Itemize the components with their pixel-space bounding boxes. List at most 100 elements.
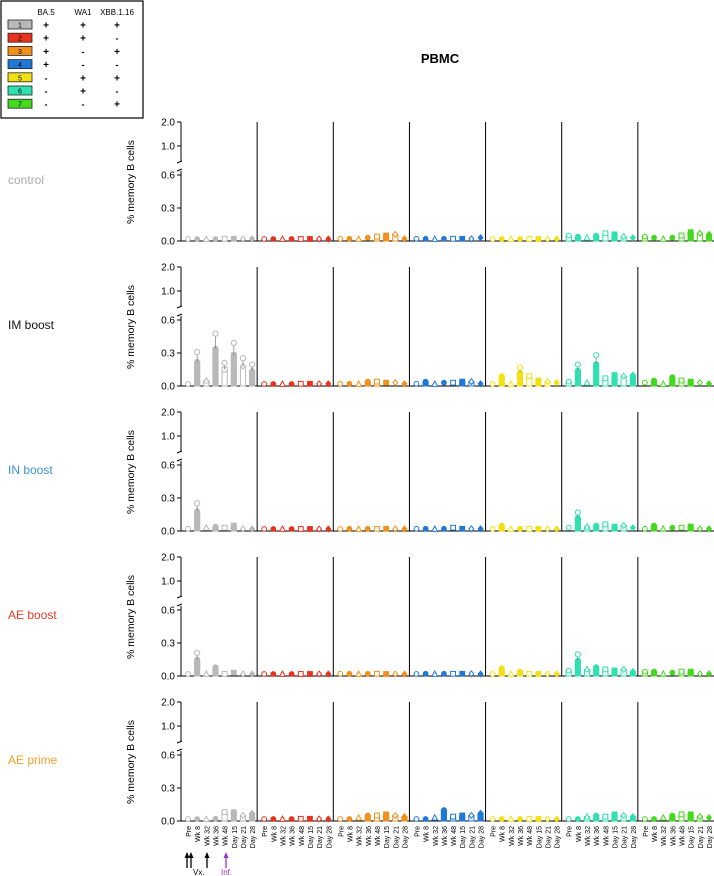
y-tick-label: 0.3 [161,494,175,505]
data-point [354,670,363,677]
data-point [337,670,344,677]
data-point [374,233,380,240]
data-point [620,665,627,674]
data-point [249,235,256,243]
axis-break-mark [176,595,183,599]
data-point [364,378,371,385]
data-point [401,525,408,533]
data-point [261,526,268,532]
data-point [526,526,533,532]
legend-mark: + [80,34,86,45]
data-point [383,379,390,386]
data-point [249,525,256,533]
data-point [230,522,237,529]
data-point [288,236,295,242]
data-point [249,809,256,817]
panel-control: control % memory B cells 2.0 1.0 0.6 0.3 0.0 [8,118,714,248]
data-point [687,668,694,675]
y-tick-label: 0.6 [161,461,175,472]
series-6 [565,509,636,532]
y-axis-title: % memory B cells [125,140,137,224]
data-point [629,812,636,821]
data-point [678,377,685,384]
data-point [678,524,685,531]
x-tick-label: Day 15 [689,826,696,848]
data-point [593,352,600,359]
axis-break-mark [176,168,183,172]
series-5 [489,815,560,823]
data-point [346,525,353,532]
series-1 [185,235,256,243]
data-point [392,379,399,387]
data-point [221,235,228,242]
data-point [392,811,399,820]
data-point [441,670,447,677]
axis-break-mark [176,305,183,309]
data-point [450,235,456,242]
data-point [261,816,268,822]
data-point [517,236,523,242]
data-point [526,236,533,242]
data-point [705,230,713,239]
x-tick-label: Day 15 [536,826,543,848]
data-point [261,671,268,677]
series-3 [337,230,408,243]
data-point [325,670,332,678]
series-3 [337,811,408,822]
x-tick-label: Day 21 [469,826,476,848]
data-point [696,670,703,678]
data-point [535,526,542,532]
data-point [316,670,323,678]
data-point [202,376,211,384]
data-point [489,381,496,387]
data-point [383,671,390,677]
data-point [705,670,713,678]
data-point [270,526,277,532]
data-point [239,525,247,533]
data-point [307,236,313,242]
data-point [374,525,380,532]
data-point [202,670,211,677]
x-tick-label: Day 21 [241,826,248,848]
x-tick-label: Wk 36 [290,826,297,846]
data-point [278,235,287,242]
axis-break-mark [176,450,183,454]
data-point [212,330,219,337]
data-point [392,525,399,533]
data-point [230,669,237,676]
data-point [553,670,560,678]
dosing-arrows: Vx. Inf. [184,852,232,876]
data-point [212,664,219,671]
data-point [696,379,703,387]
data-point [535,671,542,677]
data-point [659,669,667,677]
series-6 [565,811,636,822]
x-tick-label: Day 28 [402,826,409,848]
data-point [413,235,420,242]
legend-mark: + [114,100,120,111]
arrow-head [223,852,229,858]
panel-in-boost: IN boost % memory B cells 2.0 1.0 0.6 0.3 0.0 [8,408,714,538]
data-point [669,812,676,819]
data-point [611,523,618,530]
data-point [602,375,609,382]
data-point [641,668,648,675]
data-point [288,381,295,387]
data-point [641,816,648,822]
series-4 [413,807,484,822]
x-tick-label: Day 15 [232,826,239,848]
data-point [583,665,591,673]
data-point [278,815,287,822]
data-point [620,232,627,241]
data-point [659,813,667,821]
data-point [346,380,353,387]
chart-title: PBMC [421,51,460,66]
legend-box: BA.5 WA1 XBB.1.16 1 + + +2 + + - 3 + - +4 + - - 5 - + +6 - + - 7… [0,0,144,119]
data-point [507,670,515,677]
box [194,510,201,532]
y-tick-label: 2.0 [161,408,175,419]
data-point [431,380,439,387]
data-point [278,670,287,677]
arrow-head [204,852,210,858]
legend-mark: - [116,34,119,44]
